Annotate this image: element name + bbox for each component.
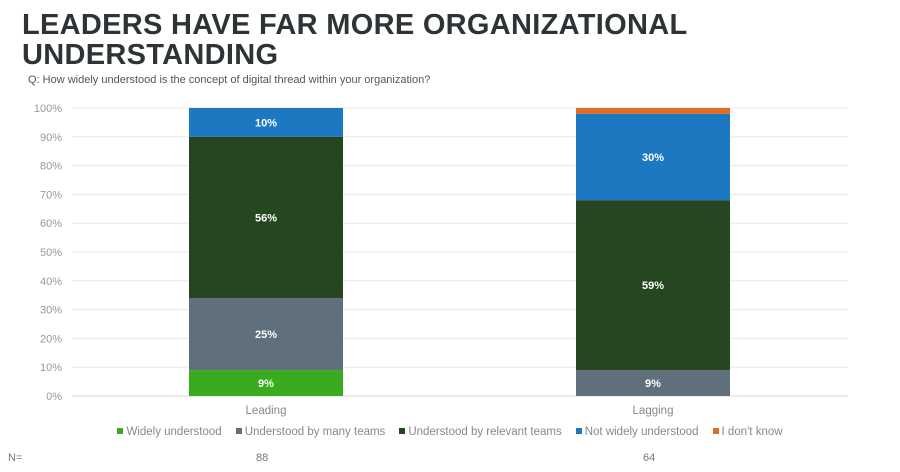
legend-swatch (712, 428, 719, 434)
n-label: N= (8, 452, 23, 464)
legend-item: Not widely understood (575, 426, 699, 438)
bar-segment (576, 113, 730, 201)
legend-label: Understood by many teams (244, 426, 386, 438)
y-tick-label: 40% (40, 276, 62, 288)
legend-swatch (235, 428, 242, 434)
y-tick-label: 90% (40, 132, 62, 144)
bar-segment (189, 136, 343, 299)
data-label: 25% (255, 329, 277, 341)
x-tick-label: Lagging (633, 405, 674, 417)
data-label: 59% (642, 280, 664, 292)
y-tick-label: 10% (40, 362, 62, 374)
n-value-leading: 88 (256, 452, 269, 464)
legend-label: Understood by relevant teams (408, 426, 562, 438)
legend-item: Understood by many teams (235, 426, 386, 438)
bar-segment (189, 370, 343, 396)
chart-subtitle: Q: How widely understood is the concept … (28, 74, 431, 86)
legend-item: Widely understood (117, 426, 222, 438)
legend-label: I don't know (721, 426, 783, 438)
bar-segment (576, 370, 730, 396)
data-label: 56% (255, 212, 277, 224)
x-tick-label: Leading (246, 405, 287, 417)
data-label: 30% (642, 152, 664, 164)
bar-segment (189, 298, 343, 371)
legend-swatch (575, 428, 582, 434)
legend-label: Widely understood (126, 426, 222, 438)
y-tick-label: 0% (46, 391, 62, 403)
y-tick-label: 70% (40, 189, 62, 201)
bar-segment (576, 108, 730, 114)
legend-swatch (399, 428, 406, 434)
n-value-lagging: 64 (643, 452, 656, 464)
legend-item: I don't know (712, 426, 783, 438)
y-tick-label: 50% (40, 247, 62, 259)
y-tick-label: 80% (40, 161, 62, 173)
y-tick-label: 60% (40, 218, 62, 230)
bar-segment (576, 200, 730, 371)
bar-segment (189, 108, 343, 137)
data-label: 9% (645, 378, 661, 390)
legend-swatch (117, 428, 124, 434)
legend-label: Not widely understood (584, 426, 699, 438)
chart-title: LEADERS HAVE FAR MORE ORGANIZATIONAL UND… (22, 9, 687, 71)
data-label: 9% (258, 378, 274, 390)
legend: Widely understood Understood by many team… (0, 426, 900, 438)
y-tick-label: 20% (40, 333, 62, 345)
y-tick-label: 30% (40, 305, 62, 317)
legend-item: Understood by relevant teams (399, 426, 562, 438)
y-tick-label: 100% (34, 103, 62, 115)
data-label: 10% (255, 117, 277, 129)
